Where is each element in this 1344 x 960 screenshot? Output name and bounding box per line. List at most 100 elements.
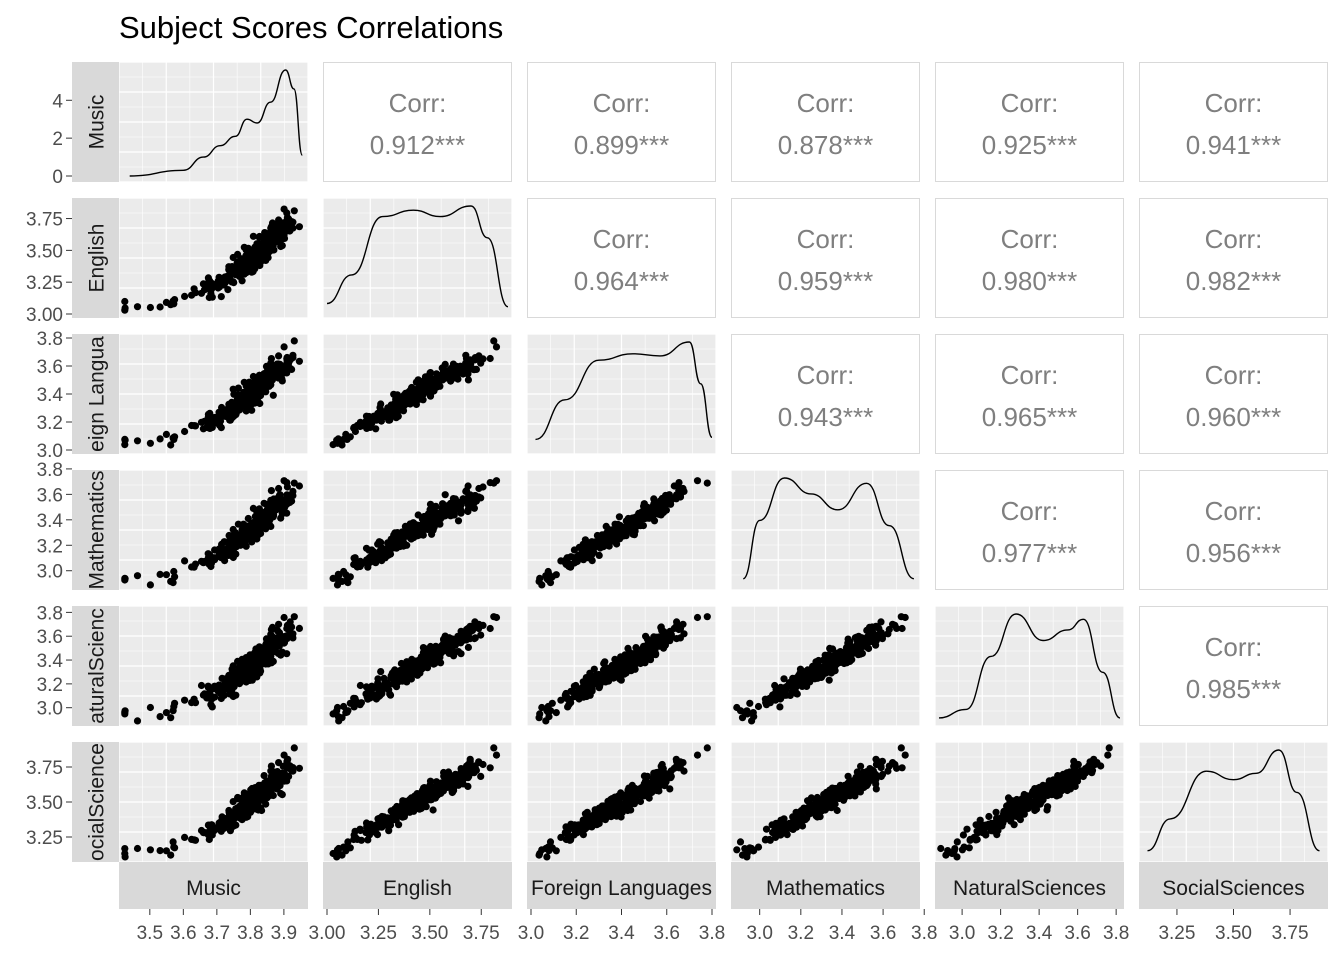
corr-panel-0-1 [323,62,512,182]
y-tick-label: 3.00 [26,305,63,326]
scatter-point [170,702,178,711]
scatter-point [191,560,200,568]
scatter-point [418,515,426,523]
corr-label: Corr: [797,224,855,254]
scatter-point [431,659,439,668]
scatter-point [241,263,249,272]
scatter-point [233,804,241,812]
scatter-point [356,681,364,690]
scatter-point [290,207,298,215]
scatter-points-4-1 [329,613,501,725]
scatter-point [204,410,212,418]
scatter-point [191,699,200,707]
corr-label: Corr: [389,88,447,118]
scatter-point [248,676,256,684]
scatter-point [475,493,483,501]
scatter-point [564,703,572,711]
scatter-point [1013,813,1021,821]
scatter-point [437,659,445,667]
scatter-point [652,500,660,508]
scatter-point [238,669,246,677]
scatter-point [898,764,906,772]
scatter-point [953,838,961,846]
scatter-point [897,744,905,752]
scatter-point [670,624,678,633]
scatter-point [579,816,587,824]
scatter-point [423,523,431,531]
scatter-point [703,479,711,487]
scatter-point [462,767,470,775]
scatter-point [374,410,382,418]
scatter-point [263,369,271,377]
scatter-point [544,843,552,851]
scatter-point [831,793,839,801]
scatter-point [384,814,392,822]
scatter-point [622,669,630,677]
scatter-point [121,436,129,444]
scatter-point [274,769,282,777]
scatter-point [1071,773,1079,781]
scatter-point [457,369,465,377]
scatter-point [640,644,648,652]
scatter-point [667,767,675,775]
scatter-point [121,853,129,861]
scatter-point [544,567,552,576]
scatter-point [338,441,346,449]
scatter-point [1070,757,1078,765]
scatter-point [451,770,459,779]
scatter-point [839,786,848,795]
scatter-point [283,764,291,772]
scatter-point [283,221,291,229]
scatter-point [449,360,457,368]
scatter-point [800,677,808,685]
scatter-point [557,696,565,704]
scatter-point [257,644,265,653]
scatter-point [392,414,400,422]
scatter-point [806,669,815,677]
scatter-point [595,675,603,683]
scatter-point [897,613,905,621]
scatter-point [617,676,625,684]
scatter-point [199,425,207,433]
scatter-point [415,528,424,536]
scatter-point [878,770,887,779]
scatter-point [800,812,808,820]
scatter-point [437,513,445,521]
scatter-point [937,844,945,853]
column-strip-label: Foreign Languages [531,877,712,900]
scatter-point [262,791,270,799]
scatter-point [622,792,630,800]
row-strip-label: ocialScience [86,743,109,861]
scatter-point [773,693,782,701]
scatter-point [772,819,780,827]
scatter-point [960,843,968,851]
corr-label: Corr: [1205,360,1263,390]
scatter-point [214,546,222,555]
scatter-point [231,810,239,819]
scatter-point [226,690,234,698]
scatter-point [378,557,386,565]
scatter-point [248,792,256,800]
scatter-point [167,577,175,586]
scatter-point [611,793,619,801]
scatter-point [1019,800,1027,808]
scatter-point [475,484,483,493]
scatter-points-3-2 [535,477,711,589]
corr-value: 0.899*** [574,130,669,160]
scatter-point [275,620,283,628]
scatter-point [275,352,283,360]
corr-value: 0.959*** [778,266,873,296]
corr-label: Corr: [797,360,855,390]
scatter-point [351,827,359,835]
density-curve [938,613,1121,719]
scatter-point [156,570,164,579]
scatter-point [605,539,613,547]
scatter-point [466,635,474,643]
scatter-point [450,777,458,785]
scatter-point [267,630,275,638]
scatter-point [1093,759,1101,767]
scatter-point [652,777,660,785]
density-curve [742,477,915,580]
scatter-point [832,654,840,662]
y-tick-label: 4 [52,91,63,112]
